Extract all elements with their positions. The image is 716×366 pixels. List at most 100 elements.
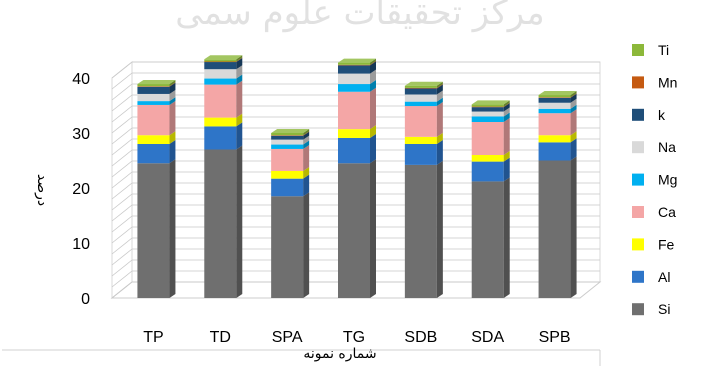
bar-segment-na: [471, 111, 504, 117]
gridline-side: [111, 237, 133, 255]
gridline-side: [111, 226, 133, 244]
bar-side-fe: [370, 125, 376, 138]
legend-swatch-na: [632, 141, 644, 154]
bar-side-al: [436, 140, 443, 165]
bar-segment-fe: [137, 135, 170, 144]
gridline-side: [111, 193, 133, 211]
bar-side-si: [236, 145, 243, 298]
legend-swatch-fe: [632, 238, 644, 251]
bar-segment-ca: [271, 148, 304, 171]
gridline-side: [111, 248, 133, 266]
bar-segment-mn: [471, 106, 504, 108]
bar-segment-mn: [137, 86, 170, 87]
bar-segment-si: [204, 149, 237, 298]
bar-segment-ca: [137, 104, 170, 136]
legend-swatch-ti: [632, 44, 644, 56]
bar-segment-si: [471, 181, 504, 298]
x-tick-label: SDA: [471, 329, 504, 346]
y-axis-label: درصد: [34, 174, 50, 206]
bar-segment-na: [204, 69, 237, 79]
gridline-side: [111, 204, 133, 222]
bar-side-fe: [503, 151, 510, 162]
bar-side-mn: [169, 82, 176, 87]
bar-segment-ti: [204, 59, 237, 62]
legend: Ti Mn k Na Mg Ca Fe Al Si: [632, 42, 677, 317]
gridline-side: [111, 270, 133, 288]
bar-segment-k: [338, 65, 370, 74]
bar-segment-al: [271, 178, 304, 197]
bar-segment-al: [538, 142, 571, 161]
bar-segment-k: [271, 135, 304, 140]
bar-segment-mg: [538, 108, 571, 114]
legend-entry-al: Al: [658, 269, 670, 285]
bar-side-mn: [303, 131, 310, 136]
legend-entry-k: k: [658, 107, 666, 123]
gridline-side: [111, 259, 133, 277]
x-tick-label: TD: [210, 329, 231, 346]
bar-side-ca: [236, 80, 243, 118]
bar-segment-si: [404, 164, 437, 298]
legend-swatch-k: [632, 108, 644, 121]
bar-top: [204, 55, 243, 60]
bar-side-k: [236, 58, 243, 70]
bar-side-si: [503, 177, 510, 298]
gridline-side: [111, 138, 133, 156]
bar-side-mg: [236, 74, 243, 85]
bar-side-al: [503, 157, 510, 182]
bar-side-fe: [436, 132, 443, 144]
gridline-side: [111, 149, 133, 167]
bar-side-fe: [570, 131, 577, 143]
bar-side-ti: [503, 100, 510, 107]
bar-segment-si: [538, 160, 571, 298]
bar-side-al: [303, 174, 310, 197]
bar-segment-ti: [338, 62, 370, 65]
bar-segment-al: [404, 144, 437, 165]
bar-side-na: [169, 89, 176, 102]
bar-side-mg: [436, 97, 443, 107]
bar-side-si: [570, 156, 577, 298]
bar-side-mg: [303, 140, 310, 149]
bar-side-k: [370, 61, 376, 74]
bar-segment-k: [538, 97, 571, 103]
bar-segment-al: [338, 137, 370, 164]
legend-entry-na: Na: [658, 139, 676, 155]
y-tick-label: 30: [72, 126, 90, 143]
bar-side-k: [303, 131, 310, 140]
bar-segment-al: [204, 126, 237, 150]
bar-segment-ca: [538, 113, 571, 136]
gridline-side: [111, 94, 133, 112]
bar-segment-fe: [204, 117, 237, 127]
bar-segment-k: [404, 88, 437, 95]
gridline-side: [111, 127, 133, 145]
gridline-side: [111, 72, 133, 90]
legend-entry-si: Si: [658, 301, 670, 317]
bar-segment-mg: [271, 144, 304, 149]
gridline-side: [111, 281, 133, 299]
bar-side-mg: [169, 97, 176, 105]
bar-segment-mn: [338, 64, 370, 66]
bar-side-ca: [303, 144, 310, 171]
bar-side-na: [436, 90, 443, 102]
bar-segment-ti: [271, 133, 304, 136]
bar-side-al: [570, 138, 577, 161]
bar-side-k: [169, 82, 176, 94]
bar-side-k: [436, 84, 443, 95]
bar-side-mn: [570, 93, 577, 98]
bar-segment-si: [271, 196, 304, 298]
bar-top: [471, 100, 510, 105]
bar-segment-k: [204, 62, 237, 70]
bar-side-si: [169, 159, 176, 298]
gridline-side: [111, 215, 133, 233]
legend-entry-mn: Mn: [658, 74, 677, 90]
bar-segment-fe: [404, 136, 437, 144]
bar-segment-fe: [271, 170, 304, 179]
bar-segment-mn: [404, 87, 437, 89]
bar-side-si: [303, 192, 310, 298]
bar-side-al: [370, 133, 376, 164]
bar-segment-na: [404, 94, 437, 102]
bar-segment-mn: [538, 97, 571, 98]
bar-side-k: [503, 103, 510, 112]
bar-side-ti: [169, 80, 176, 87]
